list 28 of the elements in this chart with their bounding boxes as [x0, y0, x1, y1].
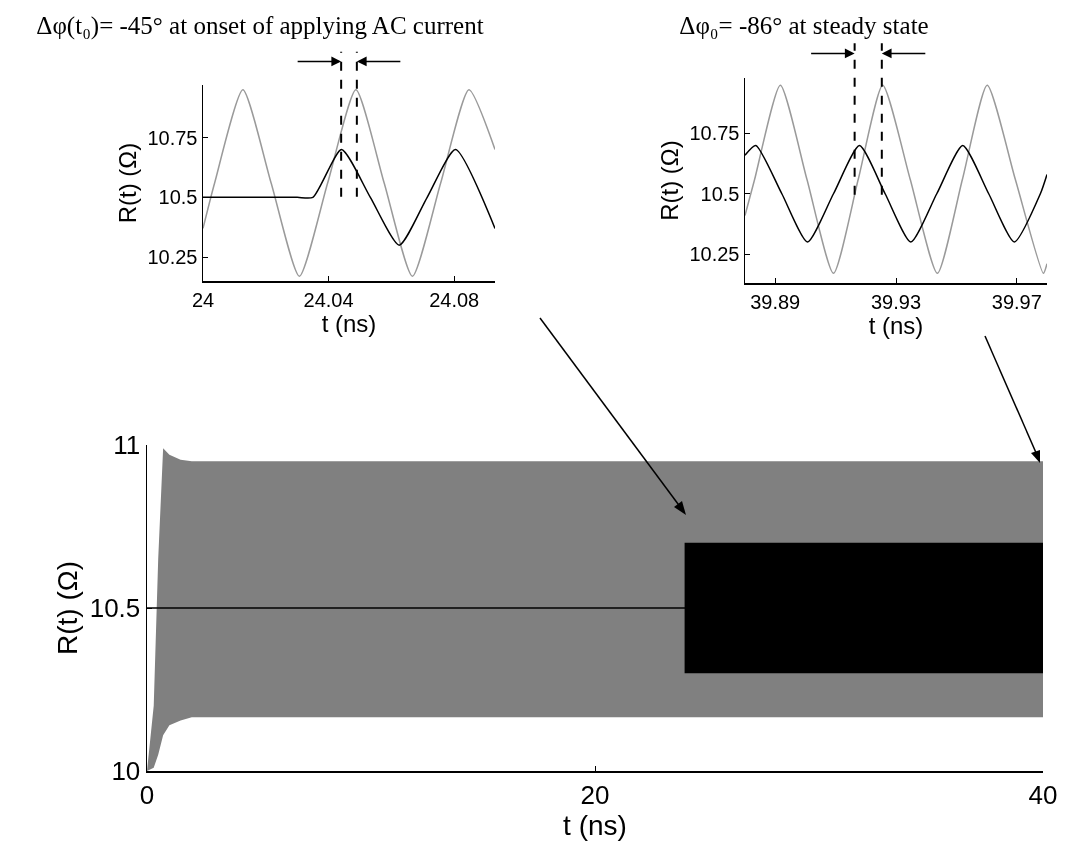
- line-series: [203, 89, 495, 277]
- y-tick-label: 11: [113, 430, 141, 461]
- chart-title: Δφ₀= -86° at steady state: [679, 11, 929, 39]
- y-tick-label: 10.5: [158, 186, 198, 209]
- y-tick-label: 10.25: [689, 243, 740, 266]
- x-tick-label: 24.08: [429, 288, 480, 311]
- y-tick-label: 10.75: [689, 122, 740, 145]
- y-tick-label: 10.5: [89, 593, 141, 624]
- line-series: [745, 84, 1047, 275]
- x-tick-label: 39.93: [870, 290, 922, 313]
- y-tick-label: 10.75: [147, 126, 198, 149]
- x-tick-label: 20: [580, 779, 610, 810]
- y-axis-title: R(t) (Ω): [113, 142, 141, 224]
- chart-title: Δφ(t₀)= -45° at onset of applying AC current: [36, 11, 484, 40]
- x-axis-title: t (ns): [563, 809, 627, 841]
- x-axis-title: t (ns): [868, 312, 924, 340]
- y-axis-title: R(t) (Ω): [655, 140, 683, 221]
- x-axis-title: t (ns): [321, 310, 377, 338]
- x-tick-label: 24: [191, 288, 215, 311]
- y-tick-label: 10.25: [147, 246, 198, 269]
- x-tick-label: 39.89: [750, 290, 801, 313]
- x-tick-label: 0: [139, 779, 155, 810]
- x-tick-label: 24.04: [303, 288, 354, 311]
- y-tick-label: 10: [111, 756, 141, 787]
- x-tick-label: 40: [1028, 779, 1058, 810]
- y-axis-title: R(t) (Ω): [51, 560, 83, 656]
- x-tick-label: 39.97: [991, 290, 1042, 313]
- y-tick-label: 10.5: [700, 182, 740, 205]
